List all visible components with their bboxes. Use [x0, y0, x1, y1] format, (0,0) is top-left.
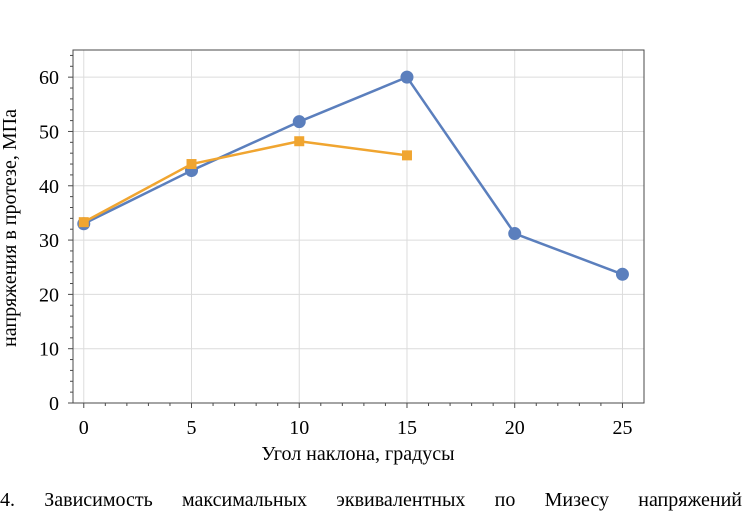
x-axis: 0 5 10 15 20 25	[79, 403, 632, 439]
y-tick-label: 50	[39, 121, 59, 143]
y-axis: 0 10 20 30 40 50 60	[39, 54, 73, 415]
series-1-point	[400, 70, 414, 84]
x-tick-label: 20	[505, 417, 525, 439]
series-1-point	[615, 267, 629, 281]
y-tick-label: 30	[39, 230, 59, 252]
x-axis-label: Угол наклона, градусы	[261, 443, 454, 465]
y-tick-label: 10	[39, 339, 59, 361]
series-2-line	[83, 139, 408, 224]
x-tick-label: 0	[79, 417, 89, 439]
series-1-line	[83, 75, 623, 276]
series-1-point	[508, 227, 522, 241]
y-tick-label: 20	[39, 284, 59, 306]
x-tick-label: 10	[289, 417, 309, 439]
grid	[73, 50, 644, 404]
series-2-point	[294, 136, 305, 147]
x-tick-label: 15	[397, 417, 417, 439]
y-axis-label: напряжения в протезе, МПа	[0, 109, 21, 347]
plot-frame	[72, 49, 645, 404]
x-tick-label: 25	[612, 417, 632, 439]
series-2-point	[186, 159, 197, 170]
series	[77, 70, 629, 281]
x-tick-label: 5	[187, 417, 197, 439]
y-tick-label: 60	[39, 67, 59, 89]
series-1-point	[292, 115, 306, 129]
series-2-point	[78, 217, 89, 228]
figure-caption: 4. Зависимость максимальных эквивалентны…	[0, 489, 742, 511]
y-tick-label: 40	[39, 176, 59, 198]
y-tick-label: 0	[49, 393, 59, 415]
series-2-point	[401, 150, 412, 161]
